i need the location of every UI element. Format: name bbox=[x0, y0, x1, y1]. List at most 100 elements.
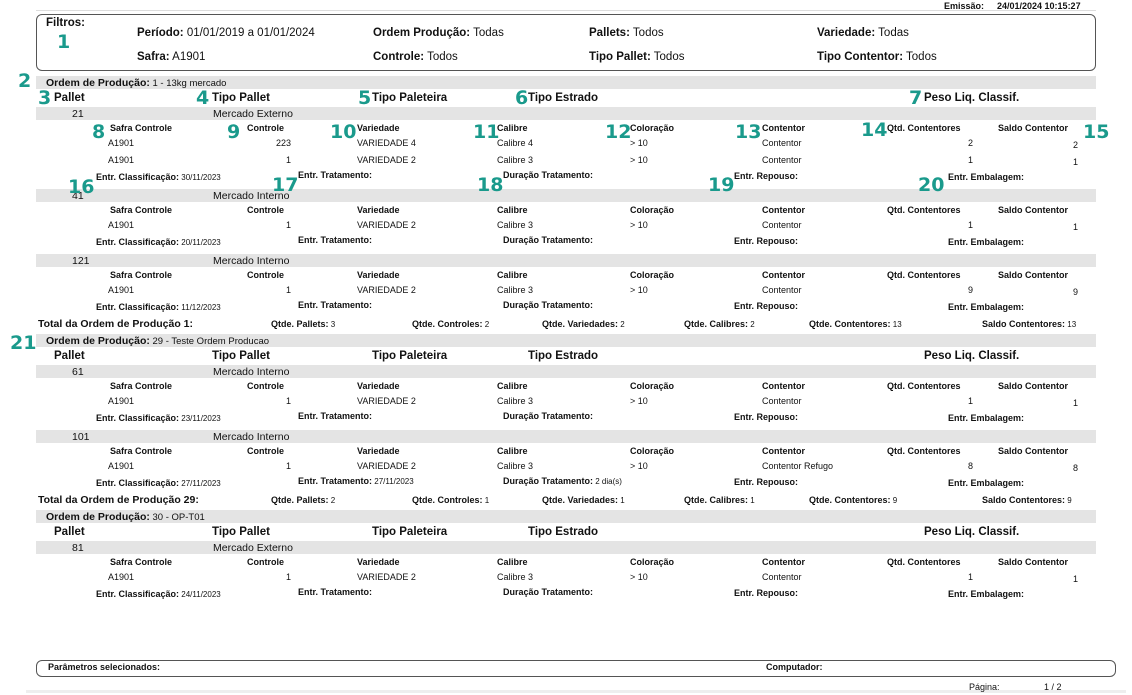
annotation-17: 17 bbox=[272, 174, 299, 196]
top-rule bbox=[36, 10, 1096, 11]
col-saldo-contentor: Saldo Contentor bbox=[998, 557, 1068, 567]
total-saldo-value: 13 bbox=[1065, 320, 1077, 329]
cell-variedade: VARIEDADE 2 bbox=[357, 461, 416, 471]
cell-coloracao: > 10 bbox=[630, 220, 648, 230]
order-band bbox=[36, 510, 1096, 523]
total-controles: Qtde. Controles: 2 bbox=[412, 319, 490, 329]
order-title: Ordem de Produção: 1 - 13kg mercado bbox=[46, 77, 227, 89]
entr-tratamento: Entr. Tratamento: bbox=[298, 300, 373, 310]
col-qtd-contentores: Qtd. Contentores bbox=[887, 205, 961, 215]
total-controles: Qtde. Controles: 1 bbox=[412, 495, 490, 505]
footer-pagina-value: 1 / 2 bbox=[1044, 682, 1062, 692]
col-qtd-contentores: Qtd. Contentores bbox=[887, 123, 961, 133]
filter-periodo: Período: 01/01/2019 a 01/01/2024 bbox=[137, 27, 315, 39]
cell-qtd: 1 bbox=[967, 396, 973, 406]
col-variedade: Variedade bbox=[357, 557, 400, 567]
duracao-tratamento-value: 2 dia(s) bbox=[593, 477, 622, 486]
header-tipo-paleteira: Tipo Paleteira bbox=[372, 350, 448, 362]
header-tipo-estrado: Tipo Estrado bbox=[528, 350, 599, 362]
cell-qtd: 1 bbox=[967, 572, 973, 582]
cell-coloracao: > 10 bbox=[630, 155, 648, 165]
cell-calibre: Calibre 3 bbox=[497, 155, 534, 165]
col-coloracao: Coloração bbox=[630, 557, 675, 567]
col-calibre: Calibre bbox=[497, 270, 528, 280]
entr-tratamento: Entr. Tratamento: bbox=[298, 235, 373, 245]
entr-classificacao: Entr. Classificação: 30/11/2023 bbox=[96, 172, 221, 182]
total-pallets: Qtde. Pallets: 3 bbox=[271, 319, 336, 329]
pallet-id: 61 bbox=[72, 366, 84, 378]
total-contentores-value: 9 bbox=[890, 496, 898, 505]
filters-title: Filtros: bbox=[46, 17, 85, 29]
filters-box bbox=[36, 14, 1096, 71]
col-variedade: Variedade bbox=[357, 270, 400, 280]
col-calibre: Calibre bbox=[497, 123, 528, 133]
col-controle: Controle bbox=[247, 205, 284, 215]
filter-controle: Controle: Todos bbox=[373, 51, 458, 63]
annotation-21: 21 bbox=[10, 332, 37, 354]
cell-saldo: 9 bbox=[1072, 287, 1078, 297]
total-controles-value: 1 bbox=[482, 496, 490, 505]
header-pallet: Pallet bbox=[54, 350, 85, 362]
cell-qtd: 1 bbox=[967, 220, 973, 230]
annotation-13: 13 bbox=[735, 121, 762, 143]
total-pallets-value: 2 bbox=[328, 496, 336, 505]
cell-calibre: Calibre 3 bbox=[497, 396, 534, 406]
header-tipo-pallet: Tipo Pallet bbox=[212, 92, 270, 104]
col-variedade: Variedade bbox=[357, 446, 400, 456]
entr-embalagem: Entr. Embalagem: bbox=[948, 172, 1025, 182]
filter-tipo-pallet: Tipo Pallet: Todos bbox=[589, 51, 685, 63]
col-qtd-contentores: Qtd. Contentores bbox=[887, 446, 961, 456]
cell-safra: A1901 bbox=[108, 285, 135, 295]
header-peso: Peso Liq. Classif. bbox=[924, 350, 1020, 362]
col-contentor: Contentor bbox=[762, 557, 805, 567]
total-variedades-value: 2 bbox=[618, 320, 625, 329]
cell-saldo: 1 bbox=[1072, 398, 1078, 408]
col-calibre: Calibre bbox=[497, 446, 528, 456]
filter-tipo-contentor: Tipo Contentor: Todos bbox=[817, 51, 937, 63]
pallet-id: 121 bbox=[72, 255, 90, 267]
annotation-16: 16 bbox=[68, 176, 95, 198]
annotation-1: 1 bbox=[57, 31, 71, 53]
total-calibres: Qtde. Calibres: 2 bbox=[684, 319, 755, 329]
total-saldo: Saldo Contentores: 13 bbox=[982, 319, 1077, 329]
cell-safra: A1901 bbox=[108, 396, 135, 406]
pallet-tipo: Mercado Interno bbox=[213, 431, 290, 443]
bottom-rule bbox=[26, 690, 1126, 693]
annotation-18: 18 bbox=[477, 174, 504, 196]
cell-controle: 223 bbox=[275, 138, 291, 148]
entr-repouso: Entr. Repouso: bbox=[734, 477, 799, 487]
order-title-value: 30 - OP-T01 bbox=[149, 512, 205, 523]
col-variedade: Variedade bbox=[357, 205, 400, 215]
total-saldo: Saldo Contentores: 9 bbox=[982, 495, 1072, 505]
total-calibres: Qtde. Calibres: 1 bbox=[684, 495, 755, 505]
filter-pallets: Pallets: Todos bbox=[589, 27, 664, 39]
cell-contentor: Contentor bbox=[762, 285, 802, 295]
cell-coloracao: > 10 bbox=[630, 138, 648, 148]
cell-saldo: 1 bbox=[1072, 222, 1078, 232]
col-qtd-contentores: Qtd. Contentores bbox=[887, 270, 961, 280]
cell-variedade: VARIEDADE 2 bbox=[357, 396, 416, 406]
entr-classificacao: Entr. Classificação: 24/11/2023 bbox=[96, 589, 221, 599]
cell-controle: 1 bbox=[285, 285, 291, 295]
total-variedades-value: 1 bbox=[618, 496, 625, 505]
order-band bbox=[36, 334, 1096, 347]
total-contentores: Qtde. Contentores: 9 bbox=[809, 495, 898, 505]
total-contentores: Qtde. Contentores: 13 bbox=[809, 319, 902, 329]
col-calibre: Calibre bbox=[497, 381, 528, 391]
cell-qtd: 8 bbox=[967, 461, 973, 471]
cell-calibre: Calibre 4 bbox=[497, 138, 534, 148]
entr-classificacao: Entr. Classificação: 20/11/2023 bbox=[96, 237, 221, 247]
entr-repouso: Entr. Repouso: bbox=[734, 412, 799, 422]
footer-computador: Computador: bbox=[766, 662, 823, 672]
pallet-id: 101 bbox=[72, 431, 90, 443]
annotation-9: 9 bbox=[227, 121, 241, 143]
total-pallets: Qtde. Pallets: 2 bbox=[271, 495, 336, 505]
cell-contentor: Contentor bbox=[762, 572, 802, 582]
duracao-tratamento: Duração Tratamento: bbox=[503, 170, 594, 180]
duracao-tratamento: Duração Tratamento: bbox=[503, 411, 594, 421]
cell-coloracao: > 10 bbox=[630, 285, 648, 295]
cell-safra: A1901 bbox=[108, 220, 135, 230]
header-tipo-estrado: Tipo Estrado bbox=[528, 526, 599, 538]
cell-calibre: Calibre 3 bbox=[497, 220, 534, 230]
annotation-11: 11 bbox=[473, 121, 500, 143]
